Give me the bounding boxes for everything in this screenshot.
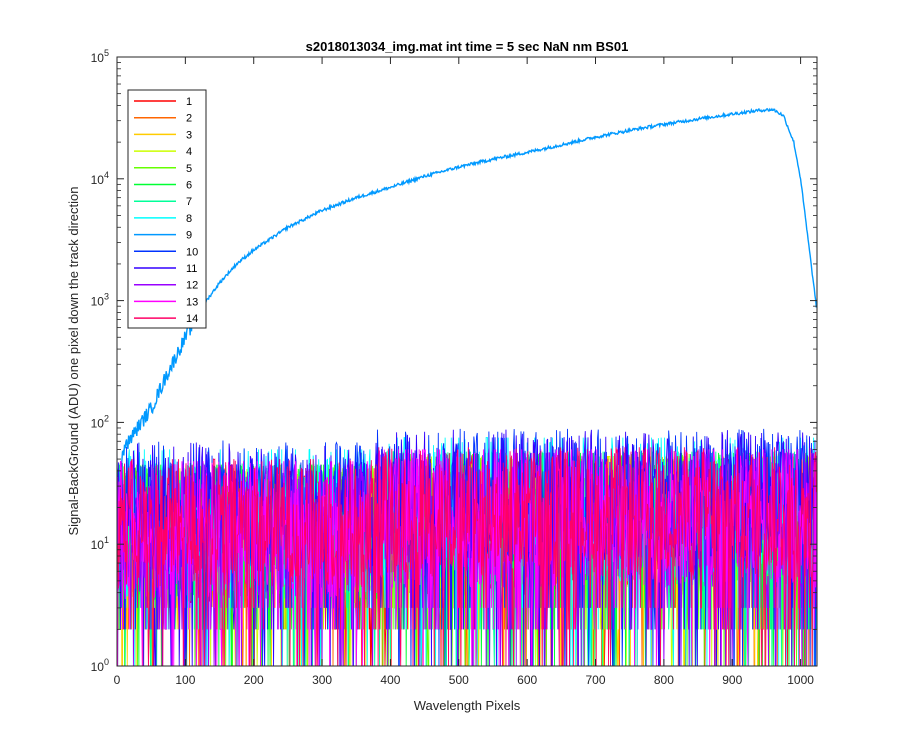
chart-title: s2018013034_img.mat int time = 5 sec NaN… [306,39,629,54]
x-tick-label: 500 [449,673,469,687]
legend-label-9: 9 [186,230,192,242]
legend-label-4: 4 [186,146,192,158]
legend-label-3: 3 [186,129,192,141]
legend-label-7: 7 [186,196,192,208]
y-tick-label: 105 [91,48,109,65]
y-tick-label: 101 [91,535,109,552]
series-layer [117,107,817,666]
x-tick-label: 200 [244,673,264,687]
x-tick-label: 700 [586,673,606,687]
series-line-9 [117,107,817,499]
legend-label-14: 14 [186,313,198,325]
x-tick-label: 1000 [787,673,814,687]
series-line-14 [117,447,817,666]
x-tick-label: 900 [722,673,742,687]
legend-label-2: 2 [186,113,192,125]
x-axis-label: Wavelength Pixels [414,698,521,713]
y-tick-label: 102 [91,413,109,430]
y-tick-label: 100 [91,657,109,674]
legend-label-12: 12 [186,280,198,292]
legend-label-5: 5 [186,163,192,175]
legend-label-6: 6 [186,180,192,192]
legend-box [127,89,207,329]
y-tick-label: 103 [91,292,109,309]
x-tick-label: 600 [517,673,537,687]
x-tick-label: 100 [175,673,195,687]
legend-label-8: 8 [186,213,192,225]
x-tick-label: 0 [114,673,121,687]
legend-label-1: 1 [186,96,192,108]
x-tick-label: 800 [654,673,674,687]
legend-label-11: 11 [186,263,197,275]
x-tick-label: 300 [312,673,332,687]
legend-label-10: 10 [186,246,198,258]
x-tick-label: 400 [380,673,400,687]
y-tick-label: 104 [91,170,109,187]
plot-box [116,56,818,667]
x-axis: 0 100 200 300 400 500 600 700 800 900 1000 [114,57,814,687]
legend-label-13: 13 [186,296,198,308]
y-axis-label: Signal-BackGround (ADU) one pixel down t… [66,186,81,535]
